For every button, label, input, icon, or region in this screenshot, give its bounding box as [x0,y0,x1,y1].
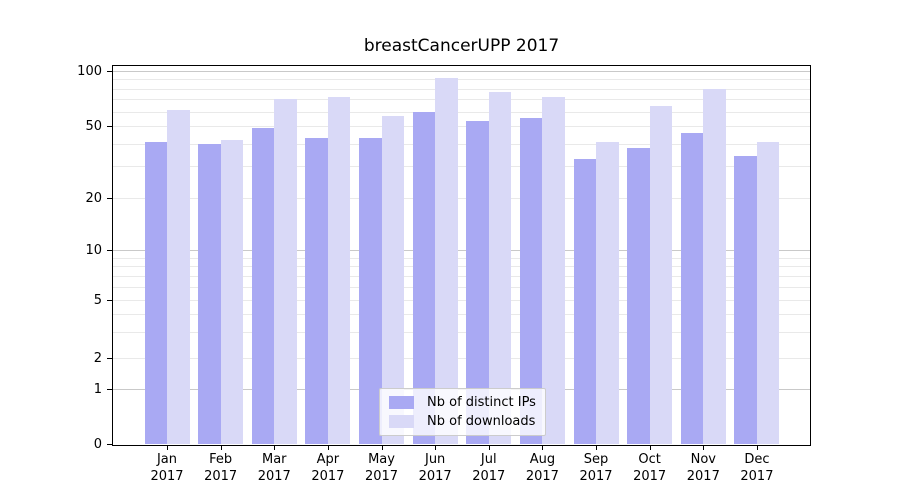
bar-downloads-sep [596,141,619,444]
y-axis-tick-label: 0 [93,437,102,452]
bar-downloads-dec [756,141,780,444]
x-axis-tick [435,446,437,450]
legend-label-downloads: Nb of downloads [427,414,536,429]
x-axis-tick-label: Aug 2017 [525,452,559,484]
gridline-minor [113,332,810,334]
bar-ips-sep [573,158,597,444]
gridline-minor [113,126,810,127]
x-axis-tick-label: Mar 2017 [257,452,291,484]
gridline-minor [113,88,810,90]
bar-ips-apr [305,137,328,444]
x-axis-tick [649,446,651,450]
legend-item-distinct-ips: Nb of distinct IPs [389,395,536,410]
x-axis-tick-label: Oct 2017 [633,452,667,484]
x-axis-tick [488,446,490,450]
x-axis-tick-label: Apr 2017 [311,452,345,484]
y-axis-tick-label: 20 [85,191,102,206]
gridline-minor [113,79,810,81]
x-axis-tick [756,446,758,450]
chart-title: breastCancerUPP 2017 [363,36,560,56]
gridline-minor [113,300,810,301]
gridline-minor [113,166,810,168]
x-axis-tick [542,446,544,450]
gridline-minor [113,275,810,277]
bar-downloads-jul [488,91,512,444]
bar-downloads-oct [649,106,673,444]
bar-ips-dec [734,156,757,444]
y-axis-tick-label: 100 [77,64,102,79]
bar-ips-may [359,137,382,444]
x-axis-tick-label: May 2017 [364,452,399,484]
x-axis-tick-label: Dec 2017 [740,452,774,484]
bar-ips-mar [251,127,275,444]
gridline-minor [113,266,810,268]
bar-ips-jul [466,121,489,444]
bar-downloads-apr [327,97,351,444]
bar-downloads-jun [435,77,458,444]
x-axis-tick-label: Jul 2017 [472,452,506,484]
legend-item-downloads: Nb of downloads [389,414,536,429]
y-axis-tick-label: 5 [93,293,102,308]
x-axis-tick [167,446,168,450]
bar-ips-jun [412,111,436,444]
plot-area [112,65,811,446]
bar-downloads-nov [703,88,726,444]
x-axis-tick [274,446,276,450]
bar-downloads-jan [167,110,190,444]
x-axis-tick [381,446,383,450]
gridline-major [113,250,810,251]
x-axis-tick [327,446,329,450]
legend-label-distinct-ips: Nb of distinct IPs [427,395,536,410]
x-axis-tick-label: Sep 2017 [579,452,613,484]
x-axis-tick [220,446,222,450]
x-axis-tick-label: Jan 2017 [150,452,184,484]
gridline-minor [113,99,810,101]
gridline-minor [113,286,810,288]
x-axis-tick-label: Feb 2017 [204,452,238,484]
gridline-minor [113,143,810,145]
bar-downloads-mar [274,99,297,444]
x-axis-tick [703,446,705,450]
y-axis-tick-label: 50 [85,119,102,134]
gridline-major [113,71,810,72]
bar-downloads-aug [542,97,565,444]
gridline-minor [113,314,810,316]
bar-downloads-feb [220,139,244,444]
y-axis-tick-label: 2 [93,351,102,366]
bar-ips-oct [627,147,650,444]
bar-ips-feb [198,143,221,444]
x-axis-tick [596,446,598,450]
gridline-minor [113,111,810,113]
y-axis-tick-label: 10 [85,243,102,258]
bar-downloads-may [381,115,405,444]
x-axis-tick-label: Nov 2017 [686,452,720,484]
legend-swatch-downloads [389,415,414,428]
bar-ips-nov [680,132,704,444]
y-axis-tick-label: 1 [93,382,102,397]
legend-swatch-distinct-ips [389,396,414,409]
bar-ips-aug [519,118,543,444]
gridline-minor [113,257,810,259]
legend: Nb of distinct IPs Nb of downloads [379,388,546,436]
gridline-minor [113,358,810,359]
bar-ips-jan [144,141,167,444]
x-axis-tick-label: Jun 2017 [418,452,452,484]
gridline-minor [113,198,810,199]
